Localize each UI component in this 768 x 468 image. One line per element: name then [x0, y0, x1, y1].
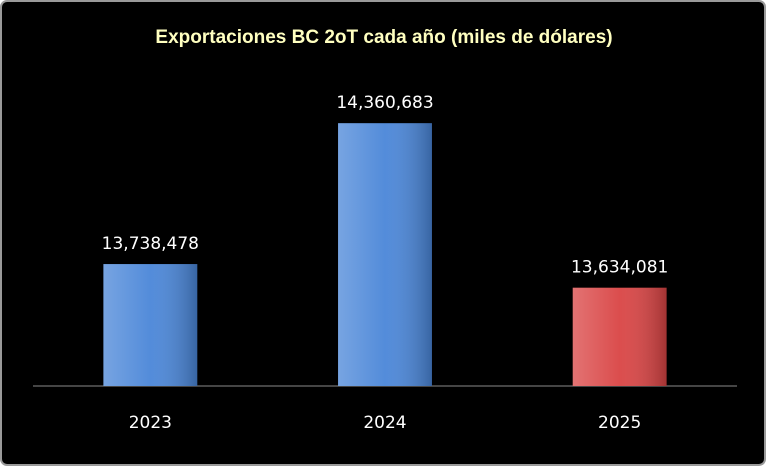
- value-label: 14,360,683: [336, 93, 433, 113]
- bar-shine: [338, 123, 432, 387]
- value-label: 13,634,081: [571, 258, 668, 278]
- bar-shine: [103, 264, 198, 386]
- value-label: 13,738,478: [102, 234, 199, 254]
- x-tick-label: 2025: [598, 413, 641, 433]
- x-tick-label: 2023: [129, 413, 172, 433]
- x-tick-label: 2024: [363, 413, 406, 433]
- chart-title: Exportaciones BC 2oT cada año (miles de …: [155, 27, 612, 48]
- bar-shine: [572, 287, 667, 386]
